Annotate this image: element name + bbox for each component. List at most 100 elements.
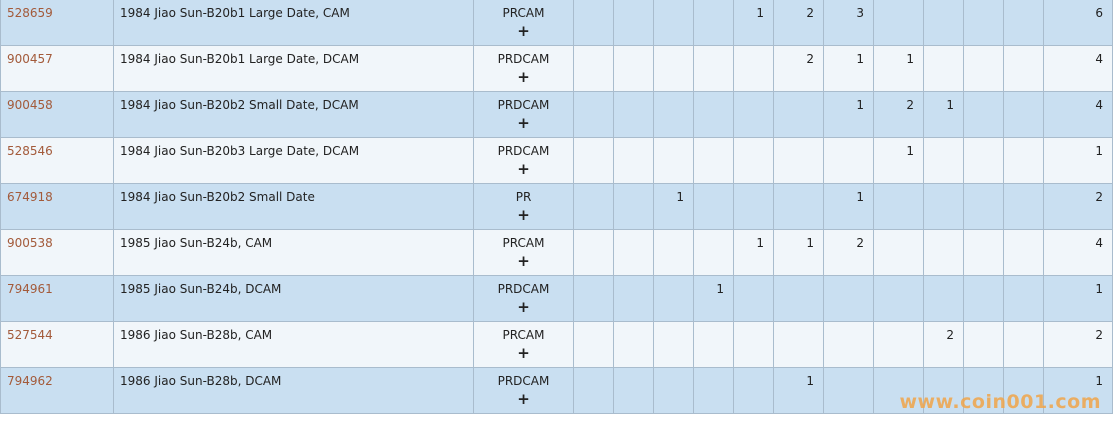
grade-count-cell	[963, 321, 1004, 368]
grade-count-cell: 2	[823, 229, 874, 276]
grade-count-cell	[733, 137, 774, 184]
grade-count-cell	[613, 91, 654, 138]
grade-count-cell: 1	[733, 229, 774, 276]
description-cell: 1985 Jiao Sun-B24b, CAM	[113, 229, 474, 276]
designation-cell: PRDCAM +	[473, 275, 574, 322]
expand-plus-icon[interactable]: +	[517, 344, 530, 362]
table-row: 900457 1984 Jiao Sun-B20b1 Large Date, DC…	[0, 45, 1113, 92]
grade-count-cell	[923, 183, 964, 230]
designation-cell: PRDCAM +	[473, 91, 574, 138]
cert-id-link[interactable]: 527544	[7, 328, 53, 342]
designation-cell: PRDCAM +	[473, 45, 574, 92]
table-row: 528546 1984 Jiao Sun-B20b3 Large Date, DC…	[0, 137, 1113, 184]
expand-plus-icon[interactable]: +	[517, 390, 530, 408]
cert-id-cell: 900458	[0, 91, 114, 138]
expand-plus-icon[interactable]: +	[517, 252, 530, 270]
grade-count-cell	[873, 321, 924, 368]
total-cell: 2	[1043, 321, 1113, 368]
expand-plus-icon[interactable]: +	[517, 114, 530, 132]
cert-id-cell: 528546	[0, 137, 114, 184]
grade-count-cell	[1003, 275, 1044, 322]
expand-plus-icon[interactable]: +	[517, 206, 530, 224]
grade-count-cell: 1	[773, 367, 824, 414]
grade-count-cell	[963, 183, 1004, 230]
cert-id-link[interactable]: 674918	[7, 190, 53, 204]
total-cell: 1	[1043, 275, 1113, 322]
grade-count-cell	[573, 91, 614, 138]
table-row: 528659 1984 Jiao Sun-B20b1 Large Date, CA…	[0, 0, 1113, 46]
grade-count-cell: 1	[873, 45, 924, 92]
grade-count-cell	[773, 275, 824, 322]
grade-count-cell	[733, 45, 774, 92]
description-cell: 1984 Jiao Sun-B20b1 Large Date, CAM	[113, 0, 474, 46]
description-cell: 1984 Jiao Sun-B20b1 Large Date, DCAM	[113, 45, 474, 92]
cert-id-link[interactable]: 528546	[7, 144, 53, 158]
grade-count-cell	[613, 137, 654, 184]
total-cell: 4	[1043, 91, 1113, 138]
cert-id-link[interactable]: 900457	[7, 52, 53, 66]
grade-count-cell	[923, 275, 964, 322]
grade-count-cell	[923, 0, 964, 46]
grade-count-cell	[733, 275, 774, 322]
table-row: 527544 1986 Jiao Sun-B28b, CAM PRCAM +2 2	[0, 321, 1113, 368]
grade-count-cell	[1003, 45, 1044, 92]
grade-count-cell	[693, 45, 734, 92]
grade-count-cell	[873, 0, 924, 46]
grade-count-cell	[693, 367, 734, 414]
grade-count-cell	[823, 367, 874, 414]
cert-id-link[interactable]: 900458	[7, 98, 53, 112]
grade-count-cell	[653, 0, 694, 46]
grade-count-cell	[613, 0, 654, 46]
grade-count-cell: 2	[773, 0, 824, 46]
table-row: 900538 1985 Jiao Sun-B24b, CAM PRCAM +1 1 2 4	[0, 229, 1113, 276]
designation-label: PR	[515, 190, 532, 204]
expand-plus-icon[interactable]: +	[517, 22, 530, 40]
grade-count-cell	[573, 45, 614, 92]
grade-count-cell: 1	[733, 0, 774, 46]
grade-count-cell	[653, 321, 694, 368]
grade-count-cell	[573, 183, 614, 230]
designation-label: PRDCAM	[497, 144, 550, 158]
grade-count-cell	[773, 91, 824, 138]
grade-count-cell	[693, 229, 734, 276]
designation-label: PRDCAM	[497, 52, 550, 66]
grade-count-cell	[873, 229, 924, 276]
expand-plus-icon[interactable]: +	[517, 160, 530, 178]
grade-count-cell	[733, 183, 774, 230]
designation-cell: PRCAM +	[473, 0, 574, 46]
grade-count-cell: 1	[823, 91, 874, 138]
cert-id-cell: 794961	[0, 275, 114, 322]
grade-count-cell	[923, 137, 964, 184]
grade-count-cell	[963, 275, 1004, 322]
cert-id-cell: 900457	[0, 45, 114, 92]
expand-plus-icon[interactable]: +	[517, 68, 530, 86]
cert-id-cell: 794962	[0, 367, 114, 414]
cert-id-link[interactable]: 794961	[7, 282, 53, 296]
grade-count-cell	[733, 321, 774, 368]
grade-count-cell	[693, 0, 734, 46]
grade-count-cell	[1003, 321, 1044, 368]
table-row: 674918 1984 Jiao Sun-B20b2 Small Date PR +1…	[0, 183, 1113, 230]
grade-count-cell	[1003, 91, 1044, 138]
grade-count-cell	[693, 91, 734, 138]
grade-count-cell	[873, 183, 924, 230]
expand-plus-icon[interactable]: +	[517, 298, 530, 316]
cert-id-link[interactable]: 528659	[7, 6, 53, 20]
grade-count-cell	[613, 275, 654, 322]
cert-id-link[interactable]: 900538	[7, 236, 53, 250]
table-row: 900458 1984 Jiao Sun-B20b2 Small Date, DC…	[0, 91, 1113, 138]
grade-count-cell	[613, 183, 654, 230]
description-cell: 1984 Jiao Sun-B20b2 Small Date	[113, 183, 474, 230]
grade-count-cell	[773, 137, 824, 184]
grade-count-cell	[573, 275, 614, 322]
total-cell: 4	[1043, 229, 1113, 276]
grade-count-cell	[923, 229, 964, 276]
grade-count-cell	[963, 45, 1004, 92]
grade-count-cell	[923, 45, 964, 92]
total-cell: 1	[1043, 367, 1113, 414]
cert-id-cell: 527544	[0, 321, 114, 368]
grade-count-cell: 3	[823, 0, 874, 46]
designation-label: PRDCAM	[497, 374, 550, 388]
grade-count-cell	[963, 0, 1004, 46]
cert-id-link[interactable]: 794962	[7, 374, 53, 388]
